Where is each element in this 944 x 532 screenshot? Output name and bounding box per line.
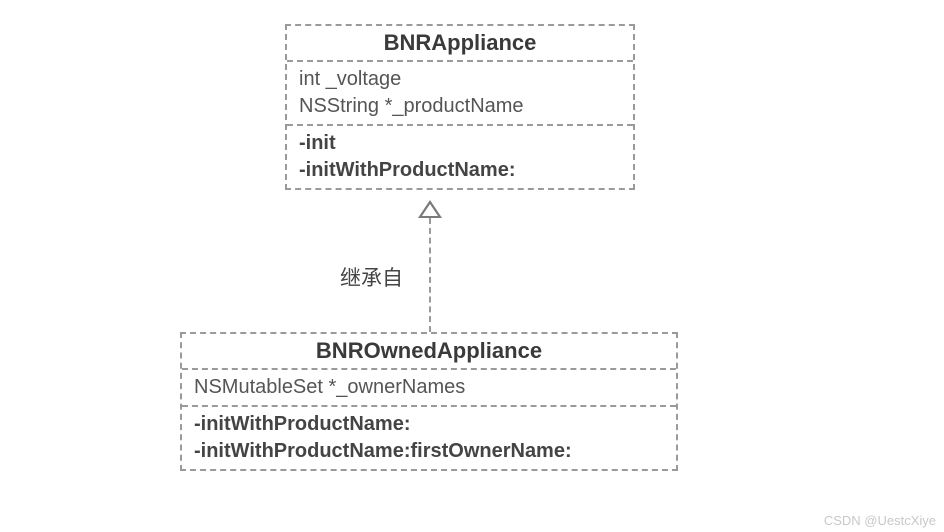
class-box-child: BNROwnedAppliance NSMutableSet *_ownerNa… <box>180 332 678 471</box>
method-line: -initWithProductName:firstOwnerName: <box>194 438 664 465</box>
class-attributes: NSMutableSet *_ownerNames <box>182 370 676 407</box>
inheritance-label: 继承自 <box>340 262 403 292</box>
attr-line: NSString *_productName <box>299 93 621 120</box>
inheritance-connector <box>429 218 431 332</box>
inheritance-arrowhead-icon <box>418 200 442 218</box>
class-methods: -init -initWithProductName: <box>287 126 633 188</box>
method-line: -initWithProductName: <box>194 411 664 438</box>
class-box-parent: BNRAppliance int _voltage NSString *_pro… <box>285 24 635 190</box>
class-title: BNRAppliance <box>287 26 633 62</box>
class-attributes: int _voltage NSString *_productName <box>287 62 633 126</box>
watermark: CSDN @UestcXiye <box>824 513 936 528</box>
method-line: -init <box>299 130 621 157</box>
method-line: -initWithProductName: <box>299 157 621 184</box>
class-title: BNROwnedAppliance <box>182 334 676 370</box>
attr-line: int _voltage <box>299 66 621 93</box>
class-methods: -initWithProductName: -initWithProductNa… <box>182 407 676 469</box>
attr-line: NSMutableSet *_ownerNames <box>194 374 664 401</box>
